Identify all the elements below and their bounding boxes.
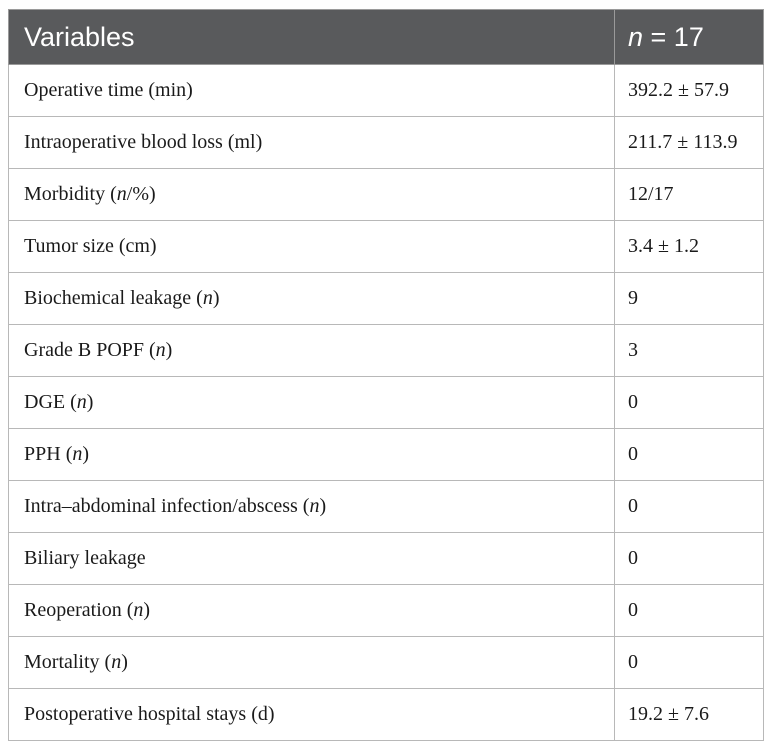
variable-suffix: ) — [212, 287, 220, 309]
variable-label: PPH ( — [24, 443, 73, 465]
variable-cell: Operative time (min) — [8, 64, 615, 117]
variable-suffix: ) — [319, 495, 327, 517]
table-row: Morbidity (n/%) 12/17 — [8, 168, 764, 221]
variable-cell: Tumor size (cm) — [8, 220, 615, 273]
value-cell: 0 — [614, 480, 764, 533]
value-cell: 392.2 ± 57.9 — [614, 64, 764, 117]
table-row: Tumor size (cm) 3.4 ± 1.2 — [8, 220, 764, 273]
variable-label: Intra–abdominal infection/abscess ( — [24, 495, 310, 517]
variable-suffix: /%) — [126, 183, 156, 205]
variable-cell: Biochemical leakage (n) — [8, 272, 615, 325]
value-cell: 0 — [614, 376, 764, 429]
value-cell: 0 — [614, 636, 764, 689]
value-cell: 3 — [614, 324, 764, 377]
variable-label: Tumor size (cm) — [24, 235, 157, 257]
variable-cell: Mortality (n) — [8, 636, 615, 689]
variable-italic: n — [309, 495, 320, 517]
variable-label: Reoperation ( — [24, 599, 134, 621]
variable-italic: n — [72, 443, 83, 465]
value-cell: 3.4 ± 1.2 — [614, 220, 764, 273]
table-row: Grade B POPF (n) 3 — [8, 324, 764, 377]
value-cell: 211.7 ± 113.9 — [614, 116, 764, 169]
table-row: PPH (n) 0 — [8, 428, 764, 481]
table-header: Variables n = 17 — [8, 9, 764, 65]
results-table-container: Variables n = 17 Operative time (min) 39… — [8, 9, 764, 741]
variable-cell: PPH (n) — [8, 428, 615, 481]
variable-label: DGE ( — [24, 391, 77, 413]
variable-suffix: ) — [86, 391, 94, 413]
table-row: Biliary leakage 0 — [8, 532, 764, 585]
variable-cell: DGE (n) — [8, 376, 615, 429]
table-row: Intra–abdominal infection/abscess (n) 0 — [8, 480, 764, 533]
table-row: Reoperation (n) 0 — [8, 584, 764, 637]
table-row: Postoperative hospital stays (d) 19.2 ± … — [8, 688, 764, 741]
table-body: Operative time (min) 392.2 ± 57.9 Intrao… — [8, 64, 764, 741]
variable-label: Operative time (min) — [24, 79, 193, 101]
value-cell: 0 — [614, 584, 764, 637]
value-cell: 19.2 ± 7.6 — [614, 688, 764, 741]
variable-label: Morbidity ( — [24, 183, 117, 205]
variable-italic: n — [116, 183, 127, 205]
variable-cell: Morbidity (n/%) — [8, 168, 615, 221]
variable-label: Biliary leakage — [24, 547, 146, 569]
table-row: DGE (n) 0 — [8, 376, 764, 429]
value-cell: 9 — [614, 272, 764, 325]
variable-suffix: ) — [121, 651, 128, 673]
variable-cell: Intra–abdominal infection/abscess (n) — [8, 480, 615, 533]
value-cell: 12/17 — [614, 168, 764, 221]
variable-cell: Reoperation (n) — [8, 584, 615, 637]
table-row: Mortality (n) 0 — [8, 636, 764, 689]
header-row: Variables n = 17 — [8, 9, 764, 65]
variable-suffix: ) — [82, 443, 90, 465]
variable-suffix: ) — [143, 599, 151, 621]
variable-cell: Intraoperative blood loss (ml) — [8, 116, 615, 169]
variable-italic: n — [155, 339, 166, 361]
variable-cell: Grade B POPF (n) — [8, 324, 615, 377]
variable-cell: Postoperative hospital stays (d) — [8, 688, 615, 741]
variable-label: Intraoperative blood loss (ml) — [24, 131, 263, 153]
variable-italic: n — [76, 391, 87, 413]
variable-italic: n — [133, 599, 144, 621]
variable-suffix: ) — [165, 339, 173, 361]
header-variables: Variables — [8, 9, 615, 65]
value-cell: 0 — [614, 428, 764, 481]
variable-label: Biochemical leakage ( — [24, 287, 203, 309]
header-n-variable: n — [628, 21, 644, 52]
variable-italic: n — [202, 287, 213, 309]
variable-label: Grade B POPF ( — [24, 339, 156, 361]
variable-label: Postoperative hospital stays (d) — [24, 703, 275, 725]
variable-label: Mortality ( — [24, 651, 112, 673]
variable-cell: Biliary leakage — [8, 532, 615, 585]
table-row: Intraoperative blood loss (ml) 211.7 ± 1… — [8, 116, 764, 169]
variable-italic: n — [111, 651, 122, 673]
table-row: Operative time (min) 392.2 ± 57.9 — [8, 64, 764, 117]
results-table: Variables n = 17 Operative time (min) 39… — [8, 9, 764, 741]
header-n: n = 17 — [614, 9, 764, 65]
header-n-count: = 17 — [643, 21, 704, 52]
value-cell: 0 — [614, 532, 764, 585]
table-row: Biochemical leakage (n) 9 — [8, 272, 764, 325]
